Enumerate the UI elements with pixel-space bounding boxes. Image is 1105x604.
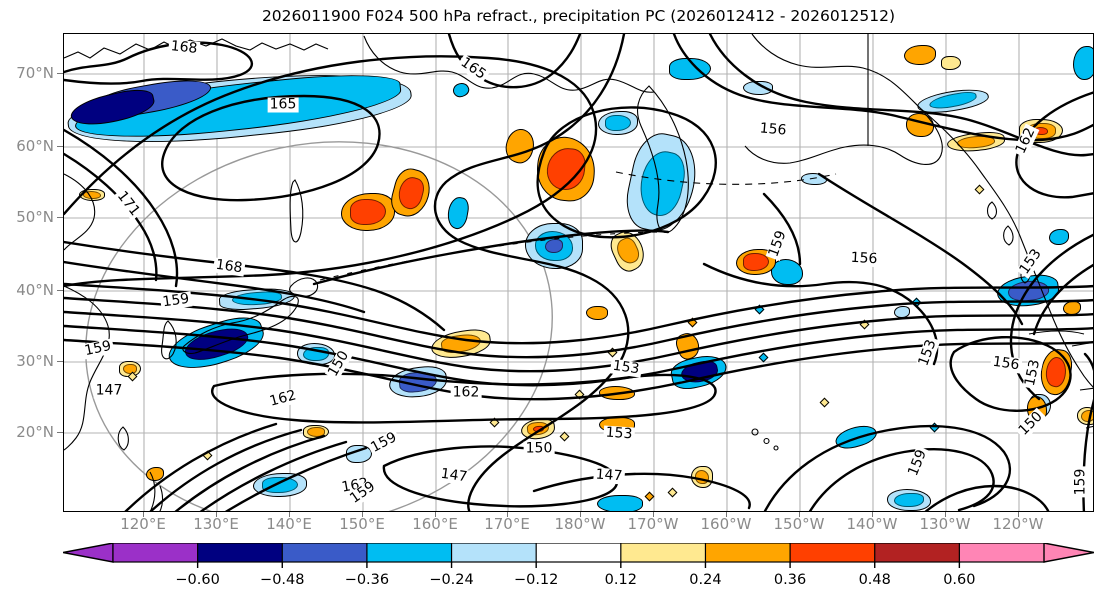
- lat-tick-label: 60°N: [16, 137, 54, 155]
- colorbar-segment: [874, 543, 961, 563]
- colorbar-segment: [535, 543, 622, 563]
- lat-tick-label: 20°N: [16, 423, 54, 441]
- lon-tick-label: 140°W: [846, 515, 898, 533]
- lat-tick-mark: [57, 217, 63, 218]
- lon-tick-label: 150°W: [773, 515, 825, 533]
- colorbar-left-arrow: [63, 543, 114, 563]
- colorbar-tick-label: 0.36: [773, 572, 807, 588]
- lon-tick-mark: [143, 512, 144, 517]
- colorbar-segment: [704, 543, 792, 563]
- lon-tick-label: 120°W: [992, 515, 1044, 533]
- colorbar-tick-label: −0.12: [513, 572, 559, 588]
- colorbar-segment: [112, 543, 199, 563]
- colorbar-segment: [281, 543, 369, 563]
- lon-tick-label: 140°E: [266, 515, 312, 533]
- lon-tick-mark: [289, 512, 290, 517]
- lon-tick-label: 160°E: [412, 515, 458, 533]
- lon-tick-label: 180°W: [554, 515, 606, 533]
- lon-tick-mark: [580, 512, 581, 517]
- colorbar-tick-label: −0.36: [344, 572, 390, 588]
- lon-tick-mark: [726, 512, 727, 517]
- lon-tick-mark: [216, 512, 217, 517]
- lon-tick-label: 130°W: [919, 515, 971, 533]
- lon-tick-mark: [435, 512, 436, 517]
- lon-tick-mark: [362, 512, 363, 517]
- lon-tick-label: 150°E: [339, 515, 385, 533]
- lat-tick-mark: [57, 290, 63, 291]
- lon-tick-label: 130°E: [193, 515, 239, 533]
- lat-tick-mark: [57, 432, 63, 433]
- lon-tick-mark: [872, 512, 873, 517]
- lon-tick-mark: [507, 512, 508, 517]
- chart-title: 2026011900 F024 500 hPa refract., precip…: [261, 7, 896, 25]
- lon-tick-mark: [653, 512, 654, 517]
- colorbar-tick-label: 0.12: [604, 572, 637, 588]
- lat-tick-mark: [57, 146, 63, 147]
- map-canvas: 168 165 165 171 168 156 162 159 159 147 150 162 159 1…: [63, 33, 1094, 512]
- colorbar-tick-label: −0.48: [260, 572, 305, 588]
- colorbar-segment: [958, 543, 1046, 563]
- lat-tick-label: 50°N: [16, 208, 54, 226]
- lon-tick-label: 170°W: [627, 515, 679, 533]
- lat-tick-label: 40°N: [16, 281, 54, 299]
- lat-tick-label: 70°N: [16, 64, 54, 82]
- colorbar-tick-label: −0.24: [429, 572, 474, 588]
- lon-tick-label: 120°E: [120, 515, 166, 533]
- contour-lines-layer: [64, 34, 1093, 511]
- lon-tick-mark: [1018, 512, 1019, 517]
- colorbar-tick-label: −0.60: [175, 572, 220, 588]
- lon-tick-mark: [945, 512, 946, 517]
- colorbar-tick-label: 0.48: [858, 572, 891, 588]
- lon-tick-label: 170°E: [484, 515, 530, 533]
- lon-tick-label: 160°W: [700, 515, 752, 533]
- colorbar-tick-label: 0.60: [943, 572, 976, 588]
- lat-tick-mark: [57, 361, 63, 362]
- colorbar: [63, 543, 1094, 568]
- colorbar-segment: [789, 543, 876, 563]
- lon-tick-mark: [799, 512, 800, 517]
- lat-tick-mark: [57, 73, 63, 74]
- height-contours: [64, 34, 1093, 511]
- colorbar-segment: [366, 543, 453, 563]
- colorbar-segment: [197, 543, 284, 563]
- colorbar-segment: [620, 543, 707, 563]
- colorbar-right-arrow: [1043, 543, 1094, 563]
- colorbar-tick-label: 0.24: [689, 572, 722, 588]
- lat-tick-label: 30°N: [16, 352, 54, 370]
- colorbar-segment: [450, 543, 538, 563]
